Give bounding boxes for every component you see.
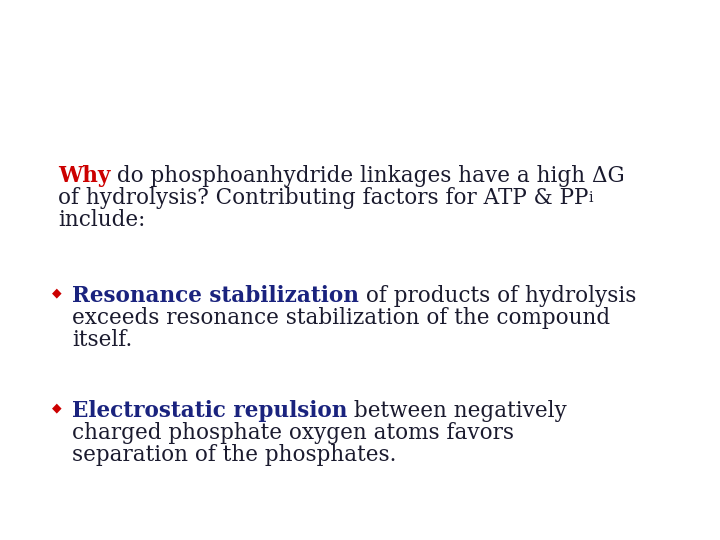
Text: of products of hydrolysis: of products of hydrolysis [359, 285, 636, 307]
Text: itself.: itself. [72, 329, 132, 351]
Text: ◆: ◆ [52, 401, 62, 414]
Text: charged phosphate oxygen atoms favors: charged phosphate oxygen atoms favors [72, 422, 514, 444]
Text: do phosphoanhydride linkages have a high ΔG: do phosphoanhydride linkages have a high… [110, 165, 625, 187]
Text: Resonance stabilization: Resonance stabilization [72, 285, 359, 307]
Text: Electrostatic repulsion: Electrostatic repulsion [72, 400, 347, 422]
Text: exceeds resonance stabilization of the compound: exceeds resonance stabilization of the c… [72, 307, 610, 329]
Text: include:: include: [58, 209, 145, 231]
Text: separation of the phosphates.: separation of the phosphates. [72, 444, 397, 466]
Text: Why: Why [58, 165, 110, 187]
Text: between negatively: between negatively [347, 400, 567, 422]
Text: i: i [588, 191, 593, 205]
Text: ◆: ◆ [52, 286, 62, 299]
Text: of hydrolysis? Contributing factors for ATP & PP: of hydrolysis? Contributing factors for … [58, 187, 588, 209]
